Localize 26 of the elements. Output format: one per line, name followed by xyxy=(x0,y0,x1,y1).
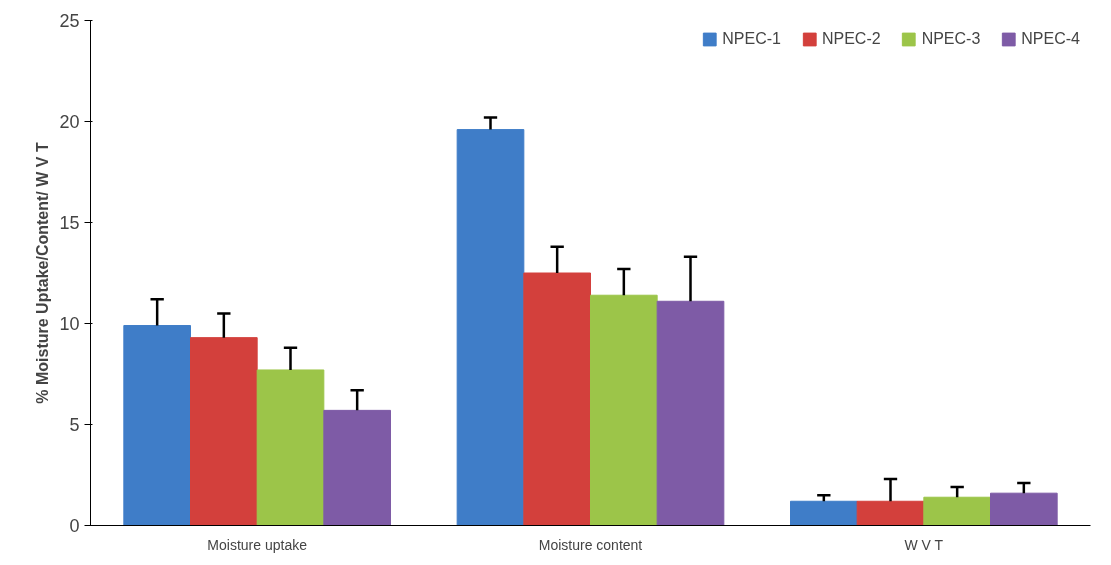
bar xyxy=(656,300,725,526)
y-axis-title: % Moisture Uptake/Content/ W V T xyxy=(34,142,52,404)
y-tick-label: 0 xyxy=(69,516,80,536)
bar xyxy=(123,325,191,526)
bar xyxy=(990,492,1058,526)
legend-label: NPEC-2 xyxy=(821,30,881,48)
legend-label: NPEC-3 xyxy=(921,30,981,48)
legend-label: NPEC-1 xyxy=(722,30,781,48)
y-tick-label: 5 xyxy=(69,415,80,435)
bar xyxy=(456,129,525,526)
y-tick-label: 25 xyxy=(59,11,80,31)
x-tick-label: Moisture uptake xyxy=(207,536,308,553)
bar xyxy=(856,500,925,526)
x-tick-label: W V T xyxy=(904,536,944,553)
bar xyxy=(256,369,325,526)
bar xyxy=(190,337,258,526)
bar xyxy=(523,272,591,526)
y-tick-label: 15 xyxy=(59,213,80,233)
y-tick-label: 10 xyxy=(59,314,80,334)
y-tick-label: 20 xyxy=(59,112,80,132)
bar xyxy=(790,500,858,526)
legend-label: NPEC-4 xyxy=(1021,30,1080,48)
bar xyxy=(323,409,391,526)
bar xyxy=(590,294,658,526)
x-tick-label: Moisture content xyxy=(538,536,643,553)
bar xyxy=(923,496,991,526)
